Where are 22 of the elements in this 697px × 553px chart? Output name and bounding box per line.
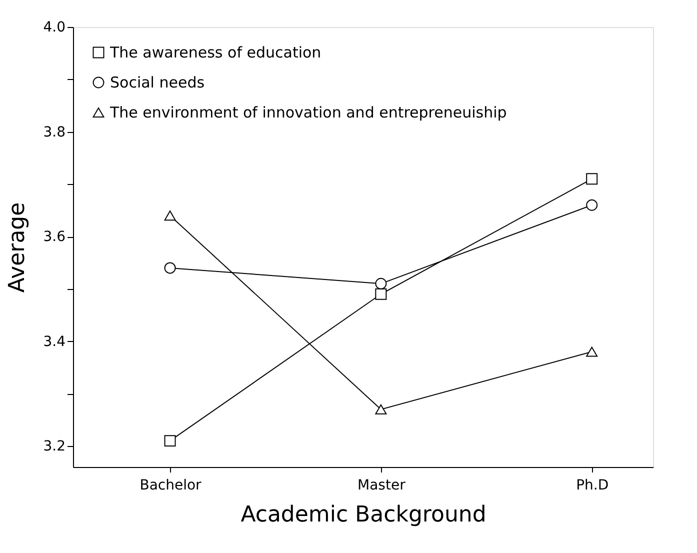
y-tick-label: 3.4 — [43, 334, 66, 350]
legend-label: Social needs — [110, 74, 205, 92]
point — [586, 199, 598, 211]
y-tick-label: 3.6 — [43, 229, 66, 246]
point — [164, 210, 176, 221]
point — [164, 435, 176, 447]
point — [586, 346, 598, 357]
y-tick-label: 3.8 — [43, 124, 66, 140]
y-axis-title: Average — [5, 202, 30, 293]
x-tick-label: Master — [358, 478, 406, 494]
point — [164, 262, 176, 274]
legend-label: The awareness of education — [109, 44, 322, 62]
point — [375, 404, 387, 414]
y-tick-label: 4.0 — [43, 20, 66, 36]
point — [375, 278, 387, 290]
x-axis-title: Academic Background — [240, 502, 486, 528]
legend-label: The environment of innovation and entrepreneuiship — [109, 104, 507, 122]
x-tick-label: Bachelor — [140, 478, 202, 494]
point — [375, 288, 387, 300]
point — [586, 173, 598, 185]
x-tick-label: Ph.D — [576, 478, 609, 494]
y-tick-label: 3.2 — [43, 438, 66, 455]
